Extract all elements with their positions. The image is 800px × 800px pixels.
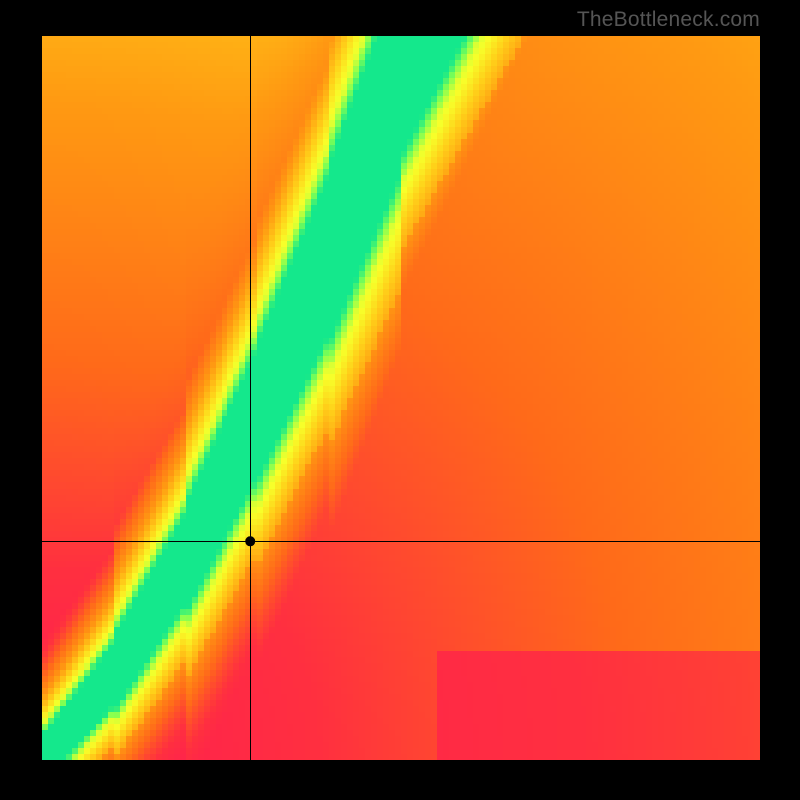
bottleneck-heatmap <box>42 36 760 760</box>
chart-container: TheBottleneck.com <box>0 0 800 800</box>
watermark-text: TheBottleneck.com <box>577 8 760 32</box>
